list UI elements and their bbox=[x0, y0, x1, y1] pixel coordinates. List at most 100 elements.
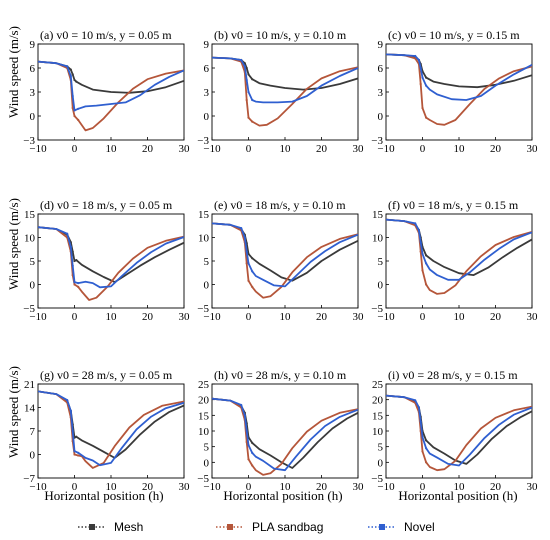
x-tick-label: 10 bbox=[106, 311, 118, 323]
data-point-novel bbox=[247, 262, 250, 265]
series-line-pla-sandbag bbox=[38, 226, 184, 301]
y-tick-label: 15 bbox=[372, 410, 384, 422]
y-tick-label: −5 bbox=[371, 473, 383, 485]
x-tick-label: 20 bbox=[142, 311, 154, 323]
series-line-mesh bbox=[212, 222, 358, 282]
data-point-novel bbox=[417, 229, 420, 232]
y-tick-label: −5 bbox=[23, 303, 35, 315]
y-tick-label: 10 bbox=[24, 233, 36, 245]
panels: (a) v0 = 10 m/s, y = 0.05 m−10 0 10 20 30−30… bbox=[23, 28, 538, 493]
data-point-novel bbox=[251, 98, 254, 102]
plot-frame bbox=[37, 383, 185, 479]
series-line-mesh bbox=[386, 394, 532, 465]
data-point-pla-sandbag bbox=[421, 450, 424, 453]
panel-i: (i) v0 = 28 m/s, y = 0.15 m −10 0 10 20 30 −5 0… bbox=[371, 368, 538, 493]
data-point-pla-sandbag bbox=[73, 283, 76, 286]
data-point-pla-sandbag bbox=[247, 279, 250, 282]
data-point-novel bbox=[73, 109, 76, 112]
data-point-novel bbox=[425, 262, 428, 265]
x-tick-label: 30 bbox=[179, 311, 191, 323]
data-point-novel bbox=[414, 222, 417, 225]
x-tick-label: −10 bbox=[377, 311, 395, 323]
x-tick-label: −10 bbox=[377, 143, 395, 155]
x-tick-label: 10 bbox=[454, 143, 466, 155]
x-tick-label: 10 bbox=[106, 481, 118, 493]
y-tick-label: 15 bbox=[24, 209, 36, 221]
data-point-pla-sandbag bbox=[421, 269, 424, 272]
y-tick-label: 5 bbox=[204, 256, 210, 268]
data-point-novel bbox=[66, 399, 69, 402]
y-tick-label: 15 bbox=[198, 209, 210, 221]
panel-title: (i) v0 = 28 m/s, y = 0.15 m bbox=[388, 368, 518, 382]
y-tick-label: 0 bbox=[378, 280, 384, 292]
data-point-mesh bbox=[75, 435, 78, 438]
x-tick-label: 0 bbox=[72, 143, 78, 155]
x-tick-label: 0 bbox=[420, 311, 426, 323]
data-point-mesh bbox=[251, 441, 254, 444]
x-tick-label: 20 bbox=[490, 481, 502, 493]
series-line-novel bbox=[38, 226, 184, 289]
series-line-mesh bbox=[386, 218, 532, 276]
data-point-novel bbox=[414, 54, 417, 58]
series-group bbox=[386, 394, 532, 472]
x-tick-label: 10 bbox=[454, 311, 466, 323]
y-tick-label: 0 bbox=[30, 111, 36, 123]
data-point-pla-sandbag bbox=[419, 82, 422, 86]
data-point-pla-sandbag bbox=[425, 283, 428, 286]
x-tick-label: 0 bbox=[420, 143, 426, 155]
y-tick-label: 0 bbox=[204, 111, 210, 123]
x-tick-label: 10 bbox=[106, 143, 118, 155]
data-point-novel bbox=[73, 281, 76, 284]
series-group bbox=[386, 218, 532, 295]
y-tick-label: 10 bbox=[372, 233, 384, 245]
x-tick-label: −10 bbox=[203, 311, 221, 323]
series-group bbox=[38, 60, 184, 132]
data-point-novel bbox=[240, 403, 243, 407]
panel-title: (c) v0 = 10 m/s, y = 0.15 m bbox=[388, 28, 520, 42]
series-group bbox=[212, 397, 358, 476]
data-point-pla-sandbag bbox=[73, 114, 76, 118]
plot-frame bbox=[385, 213, 533, 309]
panel-title: (f) v0 = 18 m/s, y = 0.15 m bbox=[388, 198, 519, 212]
y-tick-label: 10 bbox=[198, 426, 210, 438]
y-tick-label: 20 bbox=[372, 395, 384, 407]
data-point-mesh bbox=[73, 259, 76, 263]
y-tick-label: −5 bbox=[371, 303, 383, 315]
data-point-mesh bbox=[71, 73, 74, 76]
panel-d: (d) v0 = 18 m/s, y = 0.05 m −10 0 10 20 30 −5 0… bbox=[23, 198, 190, 323]
x-tick-label: 30 bbox=[179, 481, 191, 493]
data-point-mesh bbox=[75, 259, 78, 262]
y-tick-label: 15 bbox=[198, 410, 210, 422]
panel-f: (f) v0 = 18 m/s, y = 0.15 m −10 0 10 20 30 −5 0… bbox=[371, 198, 538, 323]
y-tick-label: −5 bbox=[197, 303, 209, 315]
series-line-pla-sandbag bbox=[212, 397, 358, 476]
series-line-novel bbox=[212, 397, 358, 472]
series-line-pla-sandbag bbox=[38, 390, 184, 469]
data-point-pla-sandbag bbox=[73, 453, 76, 456]
data-point-pla-sandbag bbox=[245, 262, 248, 265]
y-axis-label-middle: Wind speed (m/s) bbox=[6, 198, 21, 290]
series-group bbox=[386, 53, 532, 126]
x-tick-label: 20 bbox=[316, 143, 328, 155]
data-point-mesh bbox=[251, 257, 254, 260]
y-tick-label: 10 bbox=[198, 233, 210, 245]
data-point-pla-sandbag bbox=[245, 98, 248, 102]
data-point-pla-sandbag bbox=[251, 464, 254, 467]
panel-title: (e) v0 = 18 m/s, y = 0.10 m bbox=[214, 198, 346, 212]
data-point-novel bbox=[417, 406, 420, 409]
y-tick-label: 20 bbox=[198, 395, 210, 407]
plot-frame bbox=[37, 213, 185, 309]
data-point-novel bbox=[66, 232, 69, 235]
series-line-pla-sandbag bbox=[386, 394, 532, 472]
data-point-pla-sandbag bbox=[251, 120, 254, 123]
data-point-pla-sandbag bbox=[425, 461, 428, 464]
x-tick-label: 30 bbox=[527, 481, 539, 493]
x-tick-label: 30 bbox=[353, 481, 365, 493]
y-tick-label: 0 bbox=[204, 280, 210, 292]
data-point-novel bbox=[421, 436, 424, 439]
data-point-novel bbox=[245, 78, 248, 82]
data-point-novel bbox=[414, 399, 417, 402]
data-point-mesh bbox=[247, 73, 250, 76]
data-point-pla-sandbag bbox=[425, 116, 428, 119]
x-tick-label: −10 bbox=[203, 143, 221, 155]
